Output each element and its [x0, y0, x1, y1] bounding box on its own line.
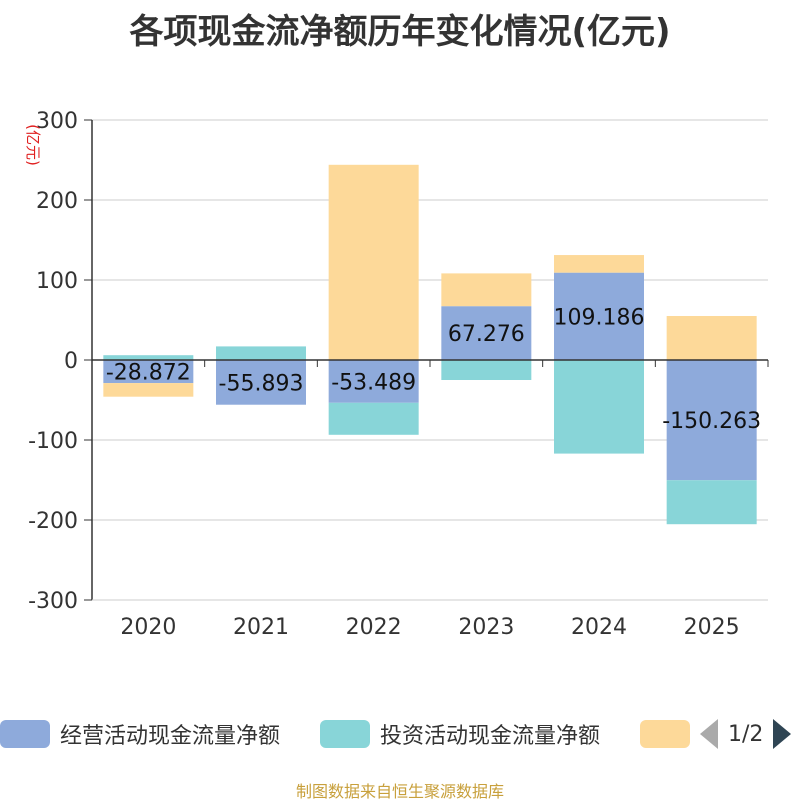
y-tick-label: 200	[36, 189, 78, 214]
data-label: -28.872	[106, 361, 191, 386]
y-tick-label: -100	[28, 429, 78, 454]
legend-item-investing[interactable]: 投资活动现金流量净额	[320, 716, 600, 752]
y-tick-label: -300	[28, 589, 78, 614]
bar-operating	[328, 360, 419, 403]
legend-label-investing: 投资活动现金流量净额	[380, 724, 601, 749]
data-label: 109.186	[554, 305, 645, 330]
bar-investing	[328, 402, 419, 435]
bar-investing	[666, 480, 757, 525]
legend-item-financing[interactable]	[640, 716, 700, 752]
bar-investing	[554, 360, 644, 454]
legend: 经营活动现金流量净额 投资活动现金流量净额 1/2	[0, 712, 800, 756]
bar-investing	[441, 360, 532, 380]
legend-swatch-operating	[0, 720, 50, 748]
y-tick-label: 300	[36, 109, 78, 134]
bar-financing	[441, 273, 532, 307]
legend-prev-icon[interactable]	[700, 719, 718, 749]
legend-next-icon[interactable]	[773, 719, 792, 749]
bar-financing	[666, 316, 757, 360]
x-tick-label: 2023	[458, 615, 514, 640]
bar-investing	[216, 346, 306, 360]
bar-financing	[554, 255, 644, 273]
bar-operating	[666, 360, 757, 481]
legend-swatch-investing	[320, 720, 370, 748]
bar-investing	[103, 355, 194, 360]
bar-operating	[216, 360, 306, 405]
chart-title: 各项现金流净额历年变化情况(亿元)	[129, 12, 671, 52]
data-label: 67.276	[448, 322, 525, 347]
y-tick-label: 100	[36, 269, 78, 294]
x-tick-label: 2020	[120, 615, 176, 640]
legend-swatch-financing	[640, 720, 690, 748]
bar-financing	[328, 164, 419, 360]
x-tick-label: 2025	[684, 615, 740, 640]
legend-label-operating: 经营活动现金流量净额	[60, 724, 281, 749]
data-source-note: 制图数据来自恒生聚源数据库	[295, 782, 504, 801]
data-label: -53.489	[331, 370, 416, 395]
y-tick-label: -200	[28, 509, 78, 534]
legend-page-indicator: 1/2	[728, 721, 764, 747]
bar-operating	[103, 360, 194, 384]
data-label: -55.893	[219, 371, 304, 396]
legend-pager: 1/2	[700, 718, 792, 750]
y-tick-label: 0	[64, 349, 78, 374]
x-tick-label: 2024	[571, 615, 627, 640]
x-tick-label: 2021	[233, 615, 289, 640]
bar-operating	[554, 272, 644, 360]
chart-area: 300 200 100 0 -100 -200 -300 (亿元) 2020 2021 2022 20…	[24, 109, 769, 640]
y-axis-label: (亿元)	[24, 124, 42, 166]
bar-operating	[441, 306, 532, 360]
x-tick-label: 2022	[346, 615, 402, 640]
bar-financing	[103, 383, 194, 397]
legend-item-operating[interactable]: 经营活动现金流量净额	[0, 716, 280, 752]
data-label: -150.263	[662, 409, 761, 434]
